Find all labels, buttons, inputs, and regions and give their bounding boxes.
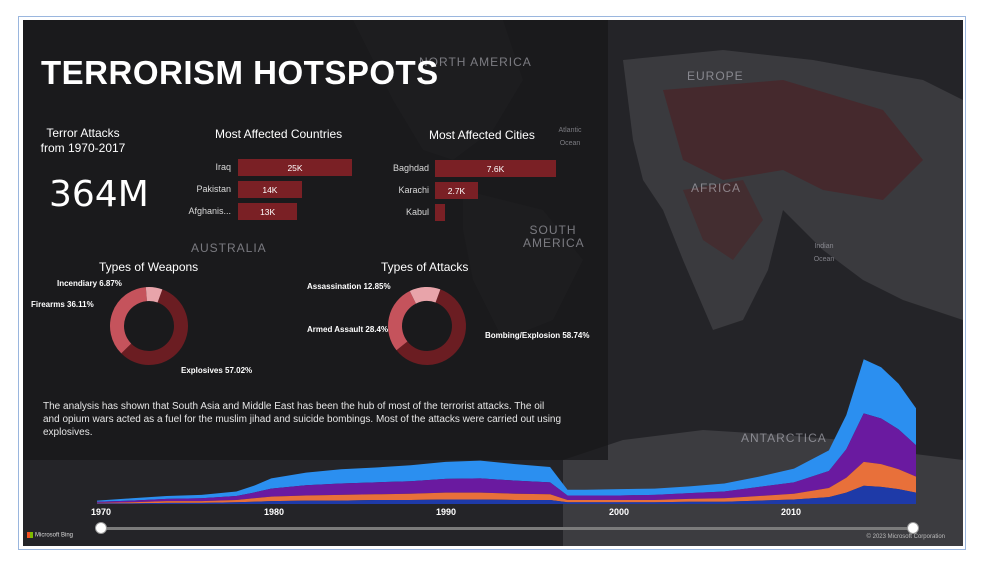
time-slider-track[interactable] — [101, 527, 913, 530]
weapons-chart-title: Types of Weapons — [99, 260, 199, 274]
analysis-text: The analysis has shown that South Asia a… — [43, 401, 562, 438]
city-bar[interactable] — [435, 204, 445, 221]
city-category-label: Baghdad — [392, 163, 429, 173]
africa-label: AFRICA — [691, 181, 742, 195]
country-bar[interactable] — [238, 203, 298, 220]
weapons-slice[interactable] — [110, 287, 148, 354]
copyright: © 2023 Microsoft Corporation — [866, 534, 945, 540]
bing-logo: Microsoft Bing — [27, 532, 73, 539]
city-bar[interactable] — [435, 160, 556, 177]
axis-tick-1990: 1990 — [436, 507, 457, 517]
country-data-label: 25K — [287, 163, 303, 173]
time-slider-start-handle[interactable] — [95, 522, 107, 534]
country-category-label: Afghanis... — [188, 206, 231, 216]
weapons-label-firearms: Firearms 36.11% — [31, 300, 94, 309]
attacks-label-assassination: Assassination 12.85% — [307, 282, 391, 291]
city-data-label: 2.7K — [447, 186, 466, 196]
bing-icon — [27, 532, 33, 538]
weapons-slice[interactable] — [145, 287, 163, 303]
timeline-series-area[interactable] — [97, 485, 916, 504]
countries-chart-title: Most Affected Countries — [215, 127, 343, 141]
timeline-series-area[interactable] — [97, 413, 916, 503]
country-bar[interactable] — [238, 181, 302, 198]
country-category-label: Iraq — [215, 162, 231, 172]
city-bar[interactable] — [435, 182, 478, 199]
axis-tick-2000: 2000 — [609, 507, 630, 517]
north-america-label: NORTH AMERICA — [419, 55, 532, 69]
cities-chart-title: Most Affected Cities — [429, 128, 535, 142]
kpi-value: 364M — [49, 174, 149, 215]
atlantic-label: Atlantic Ocean — [558, 127, 582, 147]
europe-label: EUROPE — [687, 69, 744, 83]
timeline-series-area[interactable] — [97, 359, 916, 502]
city-data-label: 7.6K — [486, 164, 505, 174]
timeline-area-chart[interactable] — [23, 20, 963, 546]
attacks-slice[interactable] — [388, 291, 417, 351]
bing-label: Microsoft Bing — [35, 532, 74, 539]
kpi-label: Terror Attacks from 1970-2017 — [40, 126, 126, 155]
weapons-donut-chart[interactable] — [107, 284, 191, 368]
indian-ocean-label: Indian Ocean — [813, 243, 835, 263]
attacks-slice[interactable] — [396, 289, 466, 365]
attacks-chart-title: Types of Attacks — [381, 260, 469, 274]
time-slider-end-handle[interactable] — [907, 522, 919, 534]
weapons-label-explosives: Explosives 57.02% — [181, 366, 253, 375]
map-visual[interactable]: NORTH AMERICA EUROPE AFRICA SOUTH AMERIC… — [23, 20, 963, 546]
attacks-label-armed-assault: Armed Assault 28.4% — [307, 325, 389, 334]
south-america-label: SOUTH AMERICA — [523, 223, 585, 250]
country-category-label: Pakistan — [196, 184, 231, 194]
attacks-slice[interactable] — [409, 287, 441, 304]
antarctica-label: ANTARCTICA — [741, 431, 827, 445]
axis-tick-1980: 1980 — [264, 507, 285, 517]
timeline-series-area[interactable] — [97, 461, 916, 504]
country-data-label: 14K — [262, 185, 278, 195]
city-category-label: Kabul — [405, 207, 429, 217]
australia-label: AUSTRALIA — [191, 241, 267, 255]
attacks-label-bombing: Bombing/Explosion 58.74% — [485, 331, 590, 340]
overlay-panel — [23, 20, 608, 460]
attacks-donut-chart[interactable] — [385, 284, 469, 368]
weapons-label-incendiary: Incendiary 6.87% — [57, 279, 122, 288]
city-category-label: Karachi — [398, 185, 429, 195]
weapons-slice[interactable] — [121, 289, 188, 365]
axis-tick-2010: 2010 — [781, 507, 802, 517]
country-data-label: 13K — [260, 207, 276, 217]
country-bar[interactable] — [238, 159, 352, 176]
axis-tick-1970: 1970 — [91, 507, 112, 517]
page-title: TERRORISM HOTSPOTS — [41, 54, 439, 91]
